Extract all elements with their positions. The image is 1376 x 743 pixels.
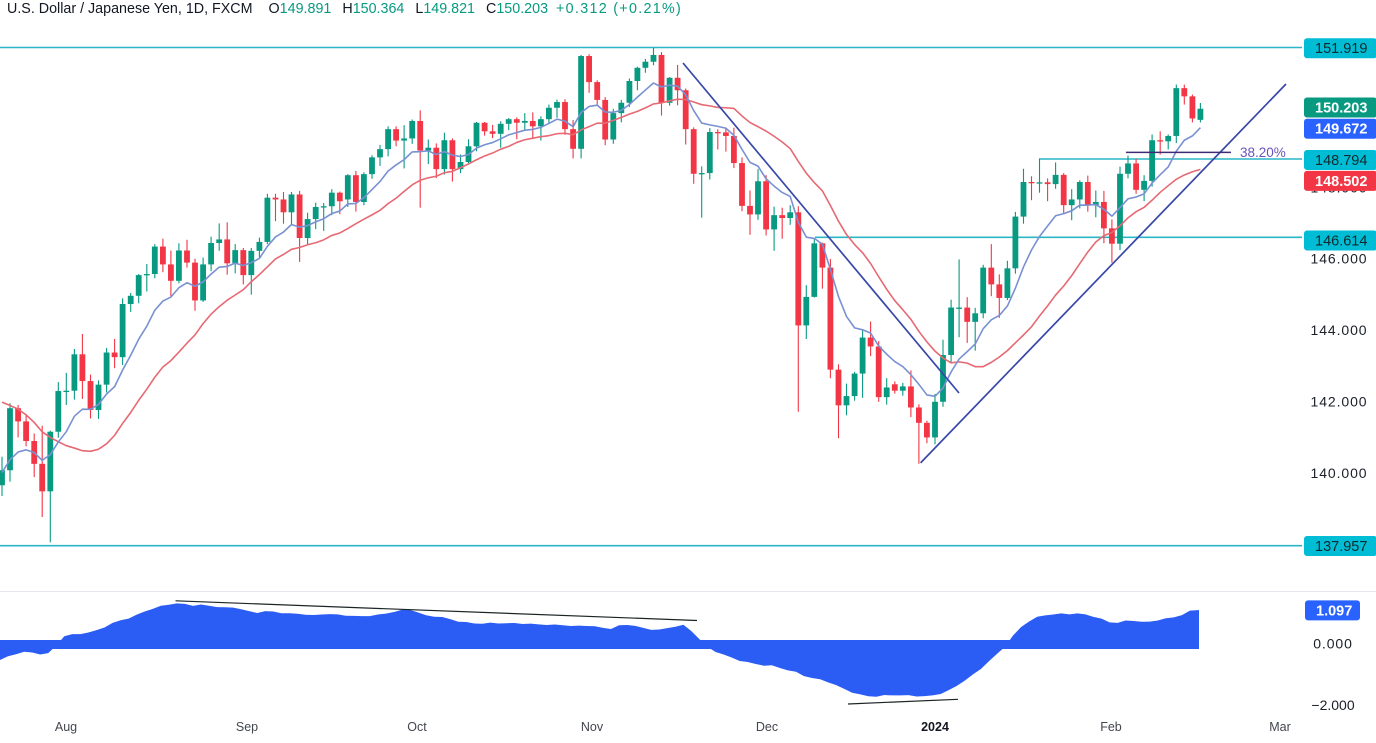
svg-text:0.000: 0.000: [1313, 636, 1353, 652]
svg-text:146.000: 146.000: [1311, 251, 1368, 267]
svg-text:142.000: 142.000: [1311, 393, 1368, 409]
svg-text:Mar: Mar: [1269, 720, 1291, 734]
svg-text:Sep: Sep: [236, 720, 258, 734]
svg-text:2024: 2024: [921, 720, 949, 734]
svg-text:146.614: 146.614: [1315, 234, 1367, 250]
svg-text:−2.000: −2.000: [1311, 697, 1354, 713]
svg-text:Oct: Oct: [407, 720, 427, 734]
svg-text:148.794: 148.794: [1315, 153, 1367, 169]
svg-text:150.203: 150.203: [1315, 101, 1367, 117]
svg-text:Nov: Nov: [581, 720, 604, 734]
svg-text:137.957: 137.957: [1315, 539, 1367, 555]
svg-text:Aug: Aug: [55, 720, 77, 734]
svg-text:140.000: 140.000: [1311, 465, 1368, 481]
svg-text:38.20%: 38.20%: [1240, 145, 1286, 160]
svg-text:149.672: 149.672: [1315, 122, 1367, 138]
svg-text:Feb: Feb: [1100, 720, 1122, 734]
svg-text:144.000: 144.000: [1311, 322, 1368, 338]
svg-text:1.097: 1.097: [1316, 603, 1352, 619]
svg-text:Dec: Dec: [756, 720, 778, 734]
svg-text:148.502: 148.502: [1315, 174, 1367, 190]
svg-text:U.S. Dollar / Japanese Yen, 1D: U.S. Dollar / Japanese Yen, 1D, FXCM O149…: [7, 1, 682, 17]
svg-text:151.919: 151.919: [1315, 41, 1367, 57]
